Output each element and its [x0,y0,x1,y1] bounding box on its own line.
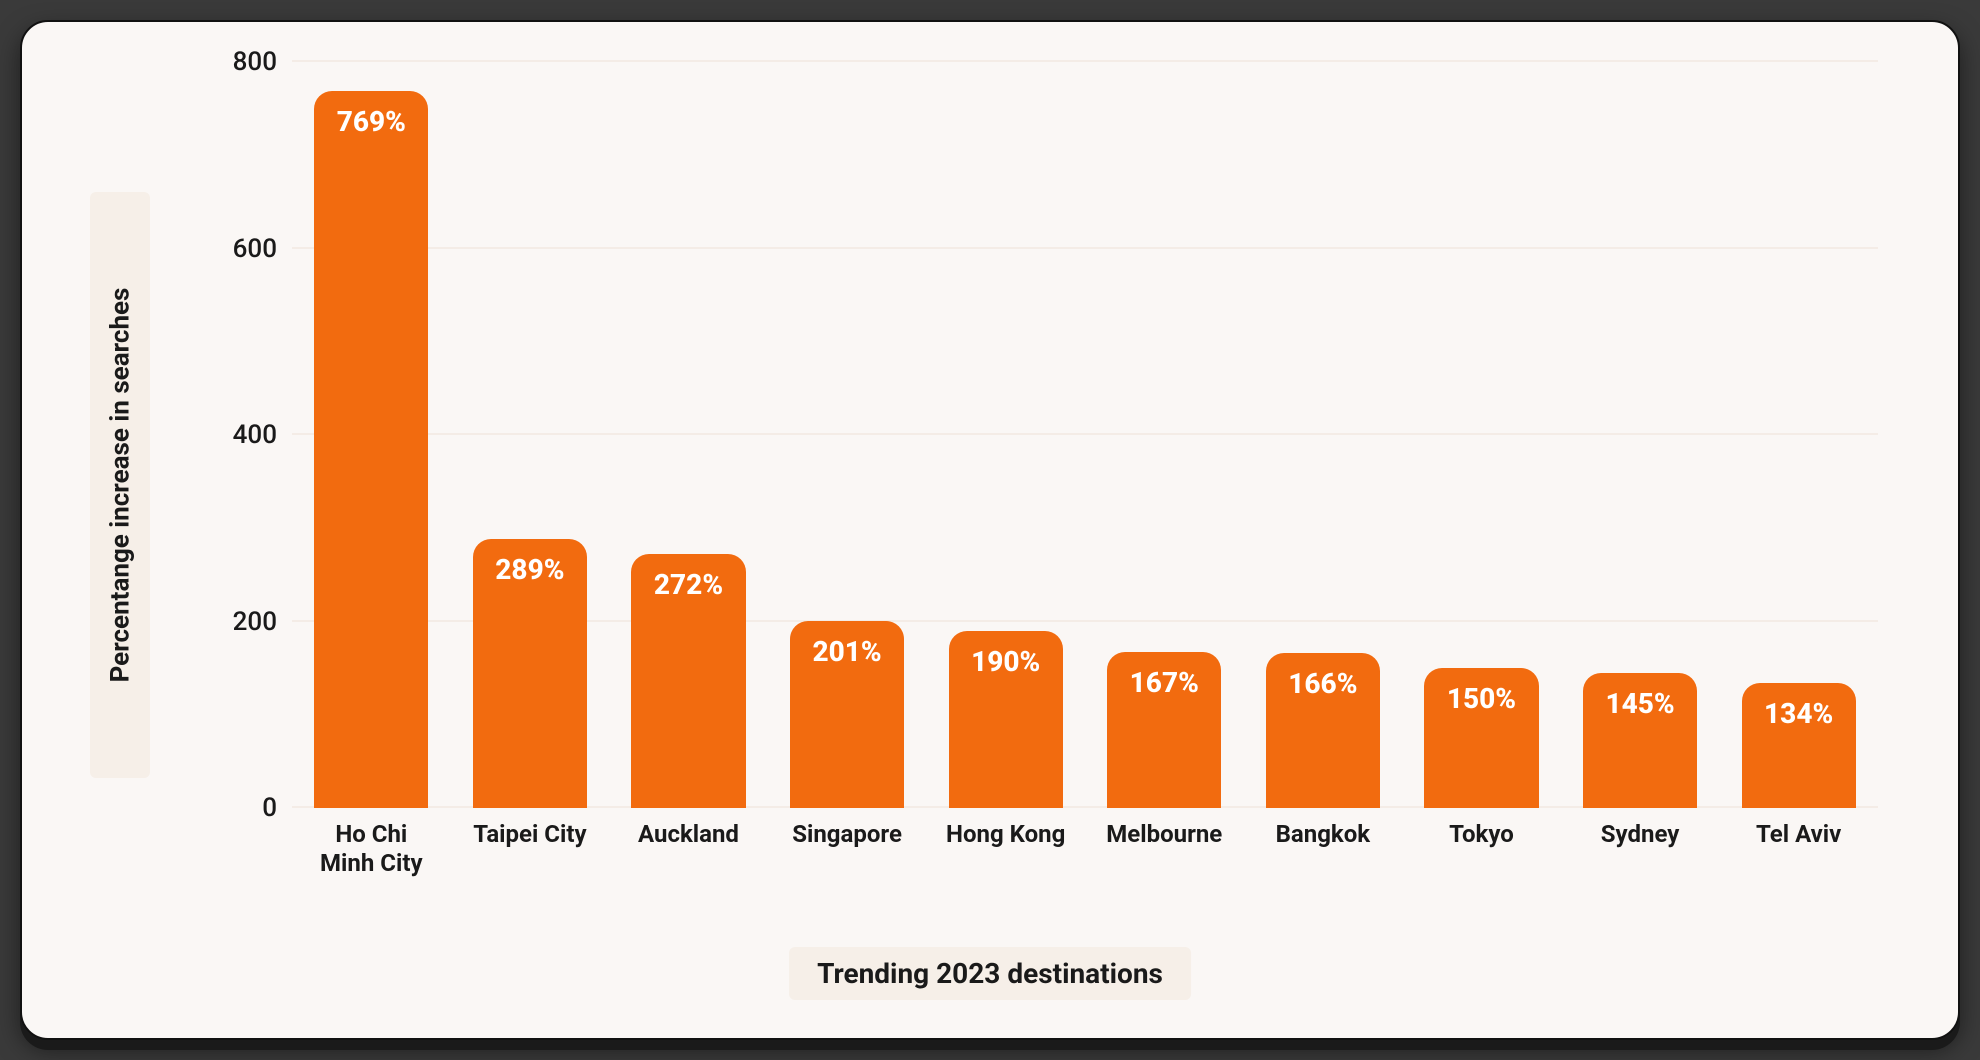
y-tick-label: 600 [222,234,277,264]
x-tick-label: Singapore [768,808,927,858]
x-axis-label-box: Trending 2023 destinations [789,947,1191,1000]
bar-slot: 201% [768,62,927,808]
bar: 769% [314,91,428,808]
bar-slot: 769% [292,62,451,808]
x-tick-label: Hong Kong [926,808,1085,858]
y-tick-label: 800 [222,47,277,77]
bar-value-label: 201% [812,635,881,668]
y-axis-label-box: Percentange increase in searches [90,192,150,778]
bar-value-label: 272% [654,568,723,601]
x-tick-label: Bangkok [1244,808,1403,858]
bars-container: 769% 289% 272% 201% 190% 167% 166% 150% 145% 134% [292,62,1878,808]
bar-slot: 134% [1719,62,1878,808]
bar-value-label: 150% [1447,682,1516,715]
bar-slot: 289% [451,62,610,808]
bar-slot: 167% [1085,62,1244,808]
bar-value-label: 145% [1605,687,1674,720]
bar: 134% [1742,683,1856,808]
bar: 150% [1424,668,1538,808]
x-tick-label: Auckland [609,808,768,858]
bar-slot: 150% [1402,62,1561,808]
chart-card: Percentange increase in searches Trendin… [20,20,1960,1040]
bar-slot: 190% [926,62,1085,808]
x-tick-label: Sydney [1561,808,1720,858]
bar-value-label: 190% [971,645,1040,678]
x-tick-label: Tel Aviv [1719,808,1878,858]
bar-value-label: 134% [1764,697,1833,730]
bar: 272% [631,554,745,808]
bar: 166% [1266,653,1380,808]
bar: 201% [790,621,904,808]
y-axis-label: Percentange increase in searches [105,288,135,683]
bar-value-label: 769% [337,105,406,138]
bar: 190% [949,631,1063,808]
bar-value-label: 166% [1288,667,1357,700]
plot-area: 0200400600800 769%289%272%201%190%167%16… [232,62,1878,858]
chart-container: Percentange increase in searches Trendin… [82,52,1898,1008]
bar: 145% [1583,673,1697,808]
x-tick-labels: Ho ChiMinh CityTaipei CityAucklandSingap… [292,808,1878,858]
bar-slot: 145% [1561,62,1720,808]
y-tick-label: 400 [222,420,277,450]
bar-slot: 166% [1244,62,1403,808]
y-tick-label: 200 [222,607,277,637]
x-tick-label: Melbourne [1085,808,1244,858]
bar-value-label: 289% [495,553,564,586]
bar: 167% [1107,652,1221,808]
x-axis-label: Trending 2023 destinations [817,957,1163,990]
bar: 289% [473,539,587,808]
bar-slot: 272% [609,62,768,808]
x-tick-label: Tokyo [1402,808,1561,858]
x-tick-label: Taipei City [451,808,610,858]
y-tick-label: 0 [222,793,277,823]
bar-value-label: 167% [1130,666,1199,699]
x-tick-label: Ho ChiMinh City [292,808,451,858]
